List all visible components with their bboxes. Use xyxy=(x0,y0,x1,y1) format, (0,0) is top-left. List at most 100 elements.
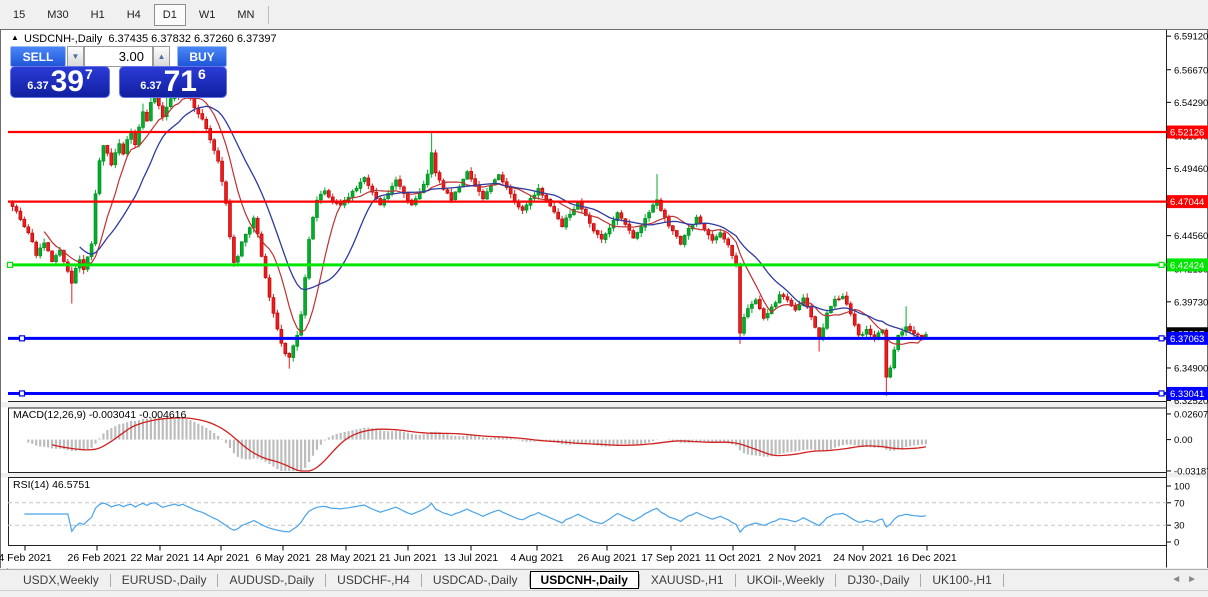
svg-text:6.59120: 6.59120 xyxy=(1174,32,1208,43)
timeframe-button-h1[interactable]: H1 xyxy=(90,8,105,21)
svg-text:6.42424: 6.42424 xyxy=(1170,260,1204,271)
date-axis-label: 26 Aug 2021 xyxy=(577,552,637,564)
tab-separator xyxy=(109,573,111,587)
svg-text:6.33041: 6.33041 xyxy=(1170,389,1204,400)
timeframe-button-mn[interactable]: MN xyxy=(237,8,255,21)
chart-tab-usdcad-daily[interactable]: USDCAD-,Daily xyxy=(432,573,518,587)
volume-decrease-button[interactable]: ▼ xyxy=(67,46,84,67)
tab-scroll-right-icon[interactable]: ► xyxy=(1187,574,1203,585)
svg-text:6.37063: 6.37063 xyxy=(1170,334,1204,345)
svg-text:6.49460: 6.49460 xyxy=(1174,164,1208,175)
chart-tab-xauusd-h1[interactable]: XAUUSD-,H1 xyxy=(650,573,724,587)
timeframe-button-15[interactable]: 15 xyxy=(13,8,26,21)
svg-text:6.44560: 6.44560 xyxy=(1174,231,1208,242)
hline-handle[interactable] xyxy=(6,261,14,269)
svg-text:6.32520: 6.32520 xyxy=(1174,396,1208,407)
date-axis-label: 17 Sep 2021 xyxy=(641,552,701,564)
chart-tab-bar: USDX,Weekly EURUSD-,Daily AUDUSD-,Daily USD… xyxy=(0,569,1208,590)
svg-text:6.54290: 6.54290 xyxy=(1174,98,1208,109)
tab-separator xyxy=(325,573,327,587)
sell-price-pips: 39 xyxy=(50,65,84,98)
tab-separator xyxy=(217,573,219,587)
hline-price-label xyxy=(1167,386,1208,400)
tab-separator xyxy=(1002,573,1004,587)
tab-separator xyxy=(734,573,736,587)
date-axis-label: 22 Mar 2021 xyxy=(130,552,190,564)
chart-tab-uk100-h1[interactable]: UK100-,H1 xyxy=(932,573,992,587)
buy-price-point: 6 xyxy=(198,66,206,82)
date-axis-label: 26 Feb 2021 xyxy=(67,552,127,564)
hline-handle[interactable] xyxy=(18,390,26,397)
buy-button[interactable]: BUY xyxy=(177,46,227,67)
chart-tab-ukoil-weekly[interactable]: UKOil-,Weekly xyxy=(746,573,825,587)
date-axis-label: 14 Apr 2021 xyxy=(192,552,250,564)
timeframe-toolbar: 15 M30 H1 H4 D1 W1 MN xyxy=(0,0,1208,29)
chart-tab-dj30-daily[interactable]: DJ30-,Daily xyxy=(847,573,910,587)
svg-text:6.52126: 6.52126 xyxy=(1170,128,1204,139)
svg-text:0.02607: 0.02607 xyxy=(1174,409,1208,420)
chart-tab-usdchf-h4[interactable]: USDCHF-,H4 xyxy=(337,573,410,587)
timeframe-button-d1[interactable]: D1 xyxy=(153,3,186,26)
hline-handle[interactable] xyxy=(1158,335,1165,342)
date-axis-label: 6 May 2021 xyxy=(255,552,311,564)
chart-tab-usdcnh-daily[interactable]: USDCNH-,Daily xyxy=(529,571,639,589)
tab-scroll-arrows[interactable]: ◄► xyxy=(1171,574,1203,585)
volume-increase-button[interactable]: ▲ xyxy=(153,46,170,67)
date-axis-label: 28 May 2021 xyxy=(315,552,377,564)
tab-separator xyxy=(638,573,640,587)
ma-slow-line xyxy=(79,105,926,340)
date-axis-label: 4 Feb 2021 xyxy=(0,552,52,564)
date-axis-label: 21 Jun 2021 xyxy=(379,552,437,564)
date-axis-label: 24 Nov 2021 xyxy=(833,552,893,564)
chart-tab-audusd-daily[interactable]: AUDUSD-,Daily xyxy=(229,573,315,587)
svg-text:6.56670: 6.56670 xyxy=(1174,65,1208,76)
timeframe-button-w1[interactable]: W1 xyxy=(198,8,216,21)
toolbar-separator xyxy=(268,5,270,24)
chart-title: USDCNH-,Daily 6.37435 6.37832 6.37260 6.… xyxy=(24,33,277,45)
date-axis-label: 2 Nov 2021 xyxy=(768,552,822,564)
buy-price-pips: 71 xyxy=(163,65,197,98)
svg-text:30: 30 xyxy=(1174,521,1185,532)
hline-handle[interactable] xyxy=(1158,390,1165,397)
chart-tab-usdx-weekly[interactable]: USDX,Weekly xyxy=(23,573,99,587)
date-axis-label: 16 Dec 2021 xyxy=(897,552,957,564)
sell-price-base: 6.37 xyxy=(27,80,49,92)
volume-input[interactable] xyxy=(84,46,153,67)
svg-text:70: 70 xyxy=(1174,498,1185,509)
hline-price-label xyxy=(1167,258,1208,272)
svg-text:-0.03187: -0.03187 xyxy=(1174,466,1208,477)
timeframe-button-h4[interactable]: H4 xyxy=(126,8,141,21)
date-axis-label: 4 Aug 2021 xyxy=(510,552,564,564)
macd-signal-line xyxy=(51,417,927,472)
rsi-line xyxy=(24,502,926,534)
tab-scroll-left-icon[interactable]: ◄ xyxy=(1171,574,1188,585)
svg-text:0.00: 0.00 xyxy=(1174,435,1193,446)
date-axis-label: 13 Jul 2021 xyxy=(443,552,499,564)
tab-separator xyxy=(835,573,837,587)
tab-separator xyxy=(920,573,922,587)
rsi-label: RSI(14) 46.5751 xyxy=(13,479,91,491)
svg-text:6.34900: 6.34900 xyxy=(1174,363,1208,374)
chart-title-ohlc: 6.37435 6.37832 6.37260 6.37397 xyxy=(108,33,277,45)
hline-price-label xyxy=(1167,195,1208,209)
macd-histogram xyxy=(27,416,927,471)
svg-text:6.39730: 6.39730 xyxy=(1174,297,1208,308)
hline-handle[interactable] xyxy=(18,335,26,342)
tab-separator xyxy=(420,573,422,587)
chart-tab-eurusd-daily[interactable]: EURUSD-,Daily xyxy=(121,573,207,587)
symbol-marker-icon: ▲ xyxy=(11,33,19,42)
svg-text:0: 0 xyxy=(1174,538,1179,549)
svg-text:100: 100 xyxy=(1174,482,1190,493)
sell-price-box[interactable]: 6.37 39 7 xyxy=(10,66,110,98)
date-axis-label: 11 Oct 2021 xyxy=(704,552,762,564)
status-strip xyxy=(0,590,1208,597)
buy-price-box[interactable]: 6.37 71 6 xyxy=(119,66,227,98)
hline-handle[interactable] xyxy=(1158,261,1165,269)
timeframe-button-m30[interactable]: M30 xyxy=(47,8,69,21)
sell-price-point: 7 xyxy=(85,66,93,82)
svg-text:6.47044: 6.47044 xyxy=(1170,197,1204,208)
sell-button[interactable]: SELL xyxy=(10,46,66,67)
tab-separator xyxy=(528,573,530,587)
